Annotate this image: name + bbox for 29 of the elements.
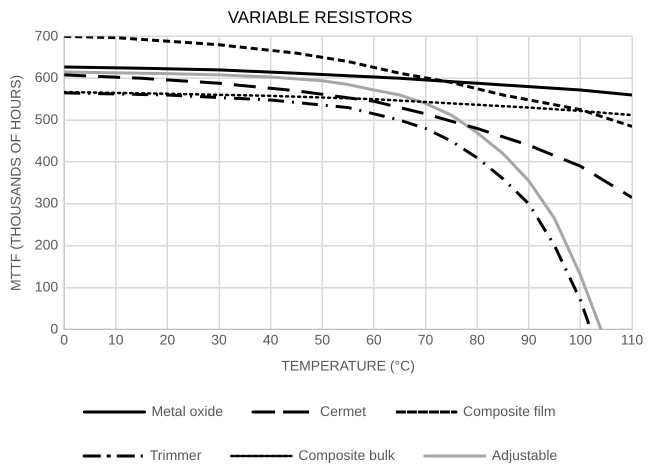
x-tick-label: 50 bbox=[314, 332, 330, 348]
y-tick-label: 700 bbox=[34, 27, 58, 44]
y-tick-label: 300 bbox=[34, 194, 58, 211]
x-tick-label: 40 bbox=[262, 332, 279, 348]
x-tick-label: 60 bbox=[366, 332, 382, 348]
chart-title: VARIABLE RESISTORS bbox=[228, 8, 412, 27]
x-axis-title: TEMPERATURE (°C) bbox=[281, 357, 415, 374]
x-tick-label: 100 bbox=[568, 332, 592, 348]
legend-label: Metal oxide bbox=[151, 402, 224, 419]
x-tick-label: 70 bbox=[418, 332, 434, 348]
y-tick-label: 600 bbox=[34, 69, 58, 86]
legend-label: Composite film bbox=[462, 402, 556, 419]
x-tick-label: 80 bbox=[469, 332, 486, 348]
y-tick-label: 0 bbox=[50, 320, 58, 336]
x-tick-label: 90 bbox=[520, 332, 537, 348]
legend-label: Composite bulk bbox=[298, 446, 396, 463]
y-tick-label: 500 bbox=[34, 110, 58, 127]
y-tick-label: 100 bbox=[34, 278, 58, 294]
legend-label: Trimmer bbox=[150, 446, 202, 463]
x-tick-label: 20 bbox=[160, 332, 176, 348]
y-tick-label: 400 bbox=[34, 152, 58, 169]
x-tick-label: 30 bbox=[211, 332, 228, 348]
legend-label: Adjustable bbox=[492, 446, 558, 463]
x-tick-label: 10 bbox=[108, 332, 124, 348]
y-axis-title: MTTF (THOUSANDS OF HOURS) bbox=[7, 74, 24, 292]
y-tick-label: 200 bbox=[34, 236, 58, 253]
x-tick-label: 110 bbox=[620, 332, 644, 348]
legend-label: Cermet bbox=[320, 402, 366, 419]
x-tick-label: 0 bbox=[60, 332, 68, 348]
